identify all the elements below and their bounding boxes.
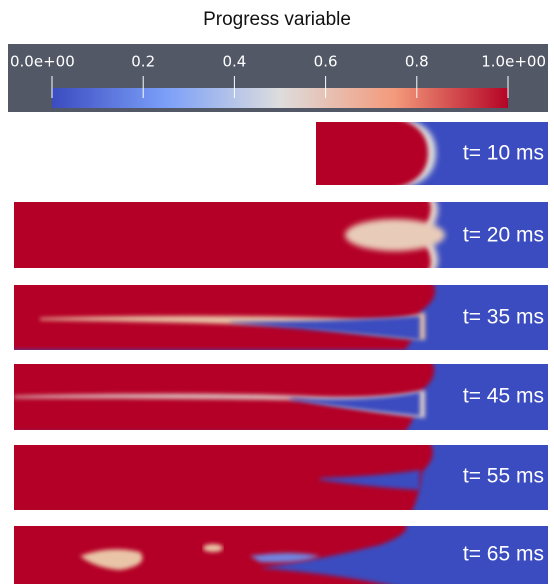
- panel-label: t= 10 ms: [463, 142, 544, 165]
- panel: [14, 526, 548, 584]
- colorbar-tick-label: 1.0e+00: [481, 53, 546, 71]
- panel: [316, 122, 548, 185]
- panel: [14, 202, 548, 268]
- colorbar-title: Progress variable: [203, 9, 351, 30]
- panel: [14, 364, 548, 430]
- colorbar: [52, 88, 508, 108]
- panel-label: t= 35 ms: [463, 306, 544, 329]
- panel-label: t= 55 ms: [463, 465, 544, 488]
- panel: [14, 285, 548, 350]
- colorbar-tick-label: 0.2: [131, 53, 155, 71]
- panel-label: t= 20 ms: [463, 224, 544, 247]
- colorbar-tick-label: 0.4: [222, 53, 246, 71]
- colorbar-tick-label: 0.8: [405, 53, 429, 71]
- panel-label: t= 65 ms: [463, 543, 544, 566]
- colorbar-tick-label: 0.0e+00: [10, 53, 75, 71]
- panel: [14, 445, 548, 510]
- colorbar-ticks: 0.0e+00 0.2 0.4 0.6 0.8 1.0e+00: [10, 53, 546, 98]
- panel-label: t= 45 ms: [463, 385, 544, 408]
- colorbar-tick-label: 0.6: [314, 53, 338, 71]
